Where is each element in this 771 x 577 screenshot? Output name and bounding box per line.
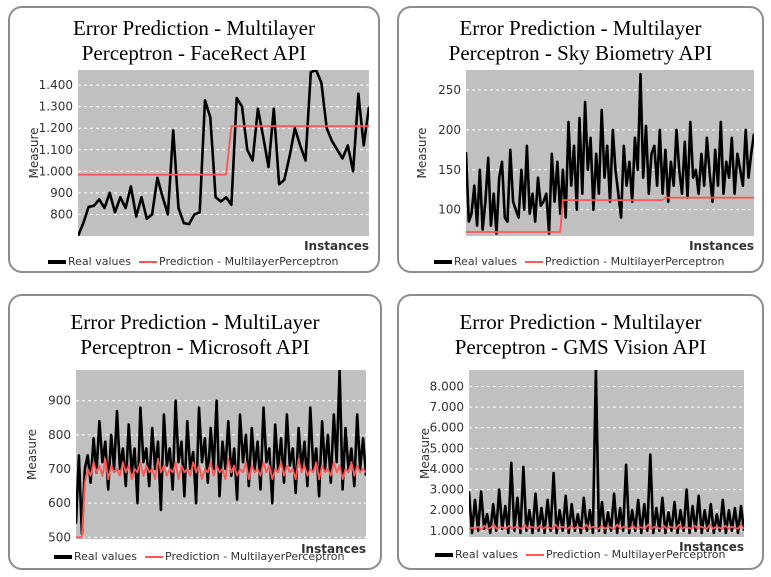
chart-title-line-1: Error Prediction - Multilayer: [459, 310, 702, 334]
chart-title: Error Prediction - Multilayer Perceptron…: [399, 310, 762, 360]
chart-panel-sky-biometry: Error Prediction - Multilayer Perceptron…: [397, 6, 764, 273]
chart-title-line-1: Error Prediction - Multilayer: [459, 16, 702, 40]
chart-title: Error Prediction - Multilayer Perceptron…: [399, 16, 762, 66]
y-tick-label: 3.000: [430, 483, 464, 497]
series-line-prediction: [466, 196, 754, 233]
chart-panel-facerect: Error Prediction - Multilayer Perceptron…: [8, 6, 380, 273]
y-tick-label: 8.000: [430, 379, 464, 393]
x-axis-title: Instances: [301, 542, 366, 556]
y-tick-label: 100: [438, 203, 461, 217]
y-axis-title: Measure: [25, 429, 39, 480]
legend-swatch-real: [434, 259, 452, 264]
legend-label-real: Real values: [74, 550, 137, 563]
chart-microsoft: 500 600 700 800 900 Measure Instances: [25, 370, 366, 556]
chart-title-line-1: Error Prediction - Multilayer: [72, 16, 315, 40]
series-line-prediction: [76, 457, 366, 539]
legend-label-prediction: Prediction - MultilayerPerceptron: [546, 548, 726, 561]
chart-title-line-2: Perceptron - FaceRect API: [81, 41, 307, 65]
x-axis-title: Instances: [679, 540, 744, 554]
series-line-prediction: [469, 523, 744, 531]
legend: Real values Prediction - MultilayerPerce…: [54, 550, 344, 563]
y-tick-label: 800: [48, 428, 71, 442]
chart-facerect: 800 900 1.000 1.100 1.200 1.300 1.400 Measure In…: [27, 70, 369, 253]
legend: Real values Prediction - MultilayerPerce…: [434, 255, 724, 268]
y-tick-label: 800: [50, 207, 73, 221]
chart-panel-microsoft: Error Prediction - MultiLayer Perceptron…: [8, 294, 382, 570]
y-tick-label: 1.300: [39, 100, 73, 114]
y-tick-label: 900: [48, 394, 71, 408]
legend-swatch-prediction: [145, 555, 163, 558]
chart-panel-gms-vision: Error Prediction - Multilayer Perceptron…: [397, 294, 764, 570]
legend-label-real: Real values: [455, 548, 518, 561]
y-tick-label: 250: [438, 83, 461, 97]
legend-label-real: Real values: [68, 255, 131, 268]
y-tick-label: 2.000: [430, 503, 464, 517]
plot-area: [78, 70, 369, 236]
y-tick-label: 1.100: [39, 143, 73, 157]
y-tick-label: 1.200: [39, 121, 73, 135]
y-tick-label: 200: [438, 123, 461, 137]
legend-label-real: Real values: [454, 255, 517, 268]
y-axis-title: Measure: [415, 128, 429, 179]
chart-title: Error Prediction - MultiLayer Perceptron…: [10, 310, 380, 360]
series-line-prediction: [78, 125, 369, 176]
series-line-real-values: [469, 370, 744, 535]
series-line-real-values: [78, 70, 369, 236]
legend-swatch-prediction: [525, 260, 543, 263]
y-tick-label: 1.000: [430, 524, 464, 538]
chart-title-line-2: Perceptron - GMS Vision API: [454, 335, 707, 359]
legend-swatch-real: [435, 552, 453, 557]
y-tick-label: 5.000: [430, 441, 464, 455]
series-line-real-values: [466, 72, 754, 235]
chart-title: Error Prediction - Multilayer Perceptron…: [10, 16, 378, 66]
y-axis-title: Measure: [27, 128, 41, 179]
chart-title-line-2: Perceptron - Sky Biometry API: [448, 41, 713, 65]
legend-label-prediction: Prediction - MultilayerPerceptron: [159, 255, 339, 268]
y-axis-title: Measure: [418, 428, 432, 479]
legend-swatch-real: [48, 259, 66, 264]
y-tick-label: 150: [438, 163, 461, 177]
x-axis-title: Instances: [689, 239, 754, 253]
y-tick-label: 600: [48, 496, 71, 510]
chart-sky-biometry: 100 150 200 250 Measure Instances: [415, 70, 754, 253]
y-tick-label: 700: [48, 462, 71, 476]
x-axis-title: Instances: [304, 239, 369, 253]
y-tick-label: 500: [48, 530, 71, 544]
chart-title-line-1: Error Prediction - MultiLayer: [70, 310, 320, 334]
chart-gms-vision: 1.000 2.000 3.000 4.000 5.000 6.000 7.000 8.000…: [418, 370, 744, 554]
legend-label-prediction: Prediction - MultilayerPerceptron: [165, 550, 345, 563]
y-tick-label: 1.000: [39, 164, 73, 178]
legend: Real values Prediction - MultilayerPerce…: [435, 548, 725, 561]
y-tick-label: 7.000: [430, 400, 464, 414]
legend-swatch-prediction: [526, 553, 544, 556]
y-tick-label: 6.000: [430, 421, 464, 435]
legend-swatch-prediction: [139, 260, 157, 263]
legend-swatch-real: [54, 554, 72, 559]
y-tick-label: 1.400: [39, 78, 73, 92]
legend-label-prediction: Prediction - MultilayerPerceptron: [545, 255, 725, 268]
y-tick-label: 4.000: [430, 462, 464, 476]
y-tick-label: 900: [50, 186, 73, 200]
legend: Real values Prediction - MultilayerPerce…: [48, 255, 338, 268]
chart-title-line-2: Perceptron - Microsoft API: [80, 335, 310, 359]
